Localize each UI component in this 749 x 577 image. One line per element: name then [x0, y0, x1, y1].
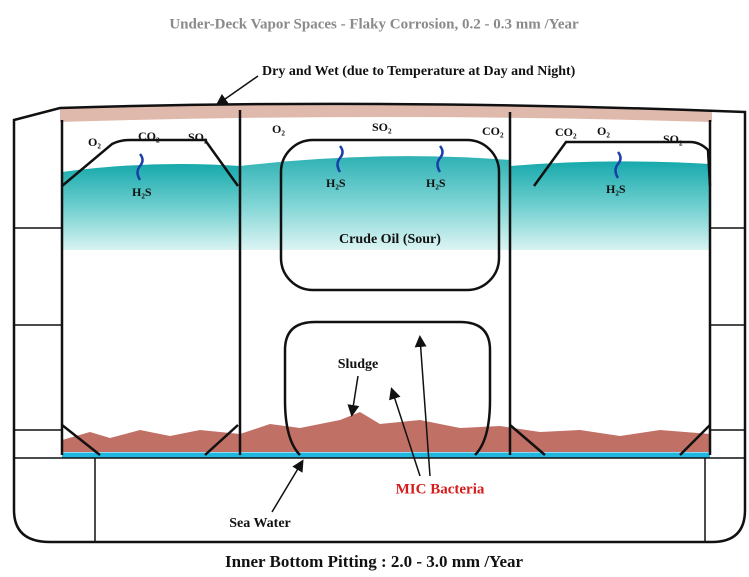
- pointer: [271, 459, 304, 513]
- frame-center-top: [279, 138, 501, 292]
- h2s-label: H₂S: [326, 176, 346, 190]
- h2s-label: H₂S: [606, 182, 626, 196]
- gas-label: O₂: [272, 122, 285, 136]
- title: Under-Deck Vapor Spaces - Flaky Corrosio…: [169, 16, 579, 32]
- pointer: [414, 335, 431, 477]
- gas-label: SO₂: [372, 120, 392, 134]
- pointer: [347, 375, 360, 417]
- sludge-label: Sludge: [338, 357, 378, 372]
- gas-label: O₂: [88, 135, 101, 149]
- h2s-label: H₂S: [132, 185, 152, 199]
- deck-note: Dry and Wet (due to Temperature at Day a…: [262, 64, 576, 79]
- frame-right: [532, 140, 712, 187]
- gas-label: CO₂: [482, 124, 504, 138]
- sea-water-label: Sea Water: [229, 516, 291, 531]
- crude-oil-label: Crude Oil (Sour): [339, 232, 441, 247]
- deck-rust: [60, 103, 712, 122]
- oil-center: [240, 156, 510, 250]
- pointer: [389, 387, 421, 477]
- gas-label: CO₂: [555, 125, 577, 139]
- h2s-label: H₂S: [426, 176, 446, 190]
- hoppers: [61, 424, 711, 456]
- gas-label: CO₂: [138, 129, 160, 143]
- hull: [12, 102, 747, 544]
- footer: Inner Bottom Pitting : 2.0 - 3.0 mm /Yea…: [225, 552, 524, 571]
- pointer: [215, 75, 259, 106]
- sludge-layer: [62, 412, 710, 452]
- bubbles: [136, 145, 622, 181]
- gas-label: SO₂: [663, 132, 683, 146]
- frame-left: [61, 138, 240, 187]
- oil-left: [62, 164, 240, 250]
- mic-label: MIC Bacteria: [396, 481, 485, 497]
- frame-center-bottom: [283, 320, 492, 456]
- wing-frames: [14, 227, 745, 542]
- oil-right: [510, 161, 710, 250]
- gas-label: SO₂: [188, 130, 208, 144]
- gas-label: O₂: [597, 124, 610, 138]
